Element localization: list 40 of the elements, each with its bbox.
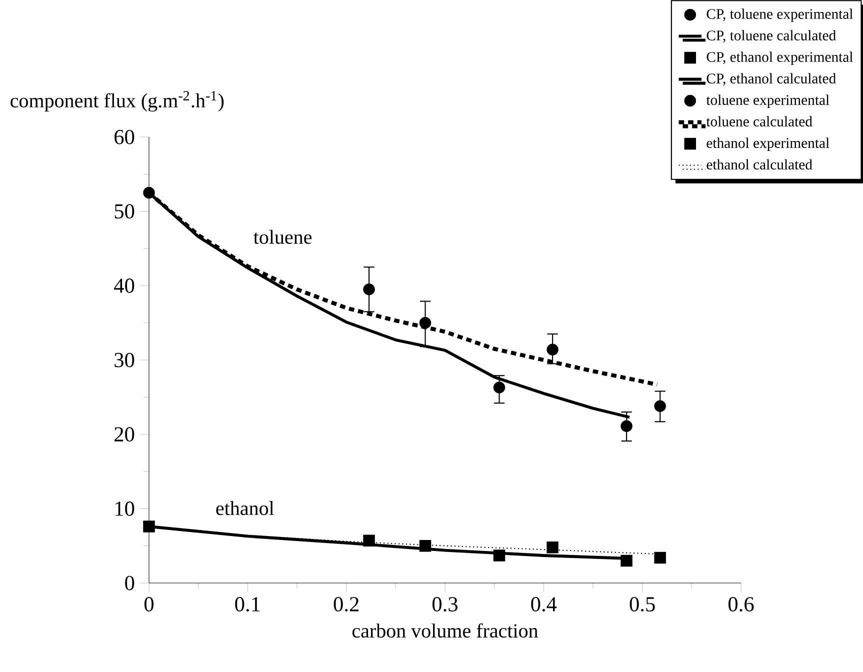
point bbox=[546, 344, 558, 356]
point bbox=[143, 186, 155, 199]
legend-label: toluene calculated bbox=[706, 116, 812, 126]
x-tick-label: 0.1 bbox=[235, 597, 260, 612]
y-tick-label: 0 bbox=[125, 576, 134, 590]
point bbox=[419, 540, 432, 552]
y-tick-label: 30 bbox=[114, 352, 134, 368]
y-tick-label: 60 bbox=[114, 130, 134, 144]
y-tick-label: 20 bbox=[114, 427, 134, 442]
point bbox=[620, 420, 632, 432]
point bbox=[143, 520, 155, 532]
point bbox=[363, 284, 375, 296]
point bbox=[654, 552, 666, 564]
x-tick-label: 0.3 bbox=[432, 597, 458, 612]
point bbox=[493, 550, 506, 562]
y-tick-label: 50 bbox=[114, 204, 134, 219]
x-tick-label: 0.5 bbox=[630, 597, 655, 612]
legend-label: CP, ethanol calculated bbox=[706, 73, 836, 86]
legend-label: CP, toluene calculated bbox=[706, 30, 836, 43]
point bbox=[654, 400, 666, 412]
y-tick-label: 10 bbox=[116, 501, 134, 516]
x-tick-label: 0.2 bbox=[334, 597, 358, 612]
x-tick-label: 0.6 bbox=[728, 597, 754, 612]
point bbox=[493, 382, 506, 394]
y-tick-label: 40 bbox=[114, 278, 134, 293]
legend-label: CP, toluene experimental bbox=[706, 8, 853, 22]
legend-label: ethanol calculated bbox=[706, 159, 812, 170]
y-axis-title: component flux (g.m$^{-2}$.h$^{-1}$) bbox=[10, 91, 224, 112]
legend-label: CP, ethanol experimental bbox=[706, 52, 853, 65]
annotation: toluene bbox=[254, 230, 312, 244]
point bbox=[620, 554, 632, 567]
point bbox=[363, 534, 375, 546]
x-axis-title: carbon volume fraction bbox=[352, 623, 538, 638]
point bbox=[546, 541, 558, 554]
legend-label: toluene experimental bbox=[706, 94, 830, 108]
annotation: ethanol bbox=[216, 501, 274, 516]
legend-label: ethanol experimental bbox=[706, 138, 830, 151]
x-tick-label: 0.4 bbox=[531, 597, 557, 612]
point bbox=[419, 316, 432, 329]
x-tick-label: 0 bbox=[144, 597, 154, 612]
